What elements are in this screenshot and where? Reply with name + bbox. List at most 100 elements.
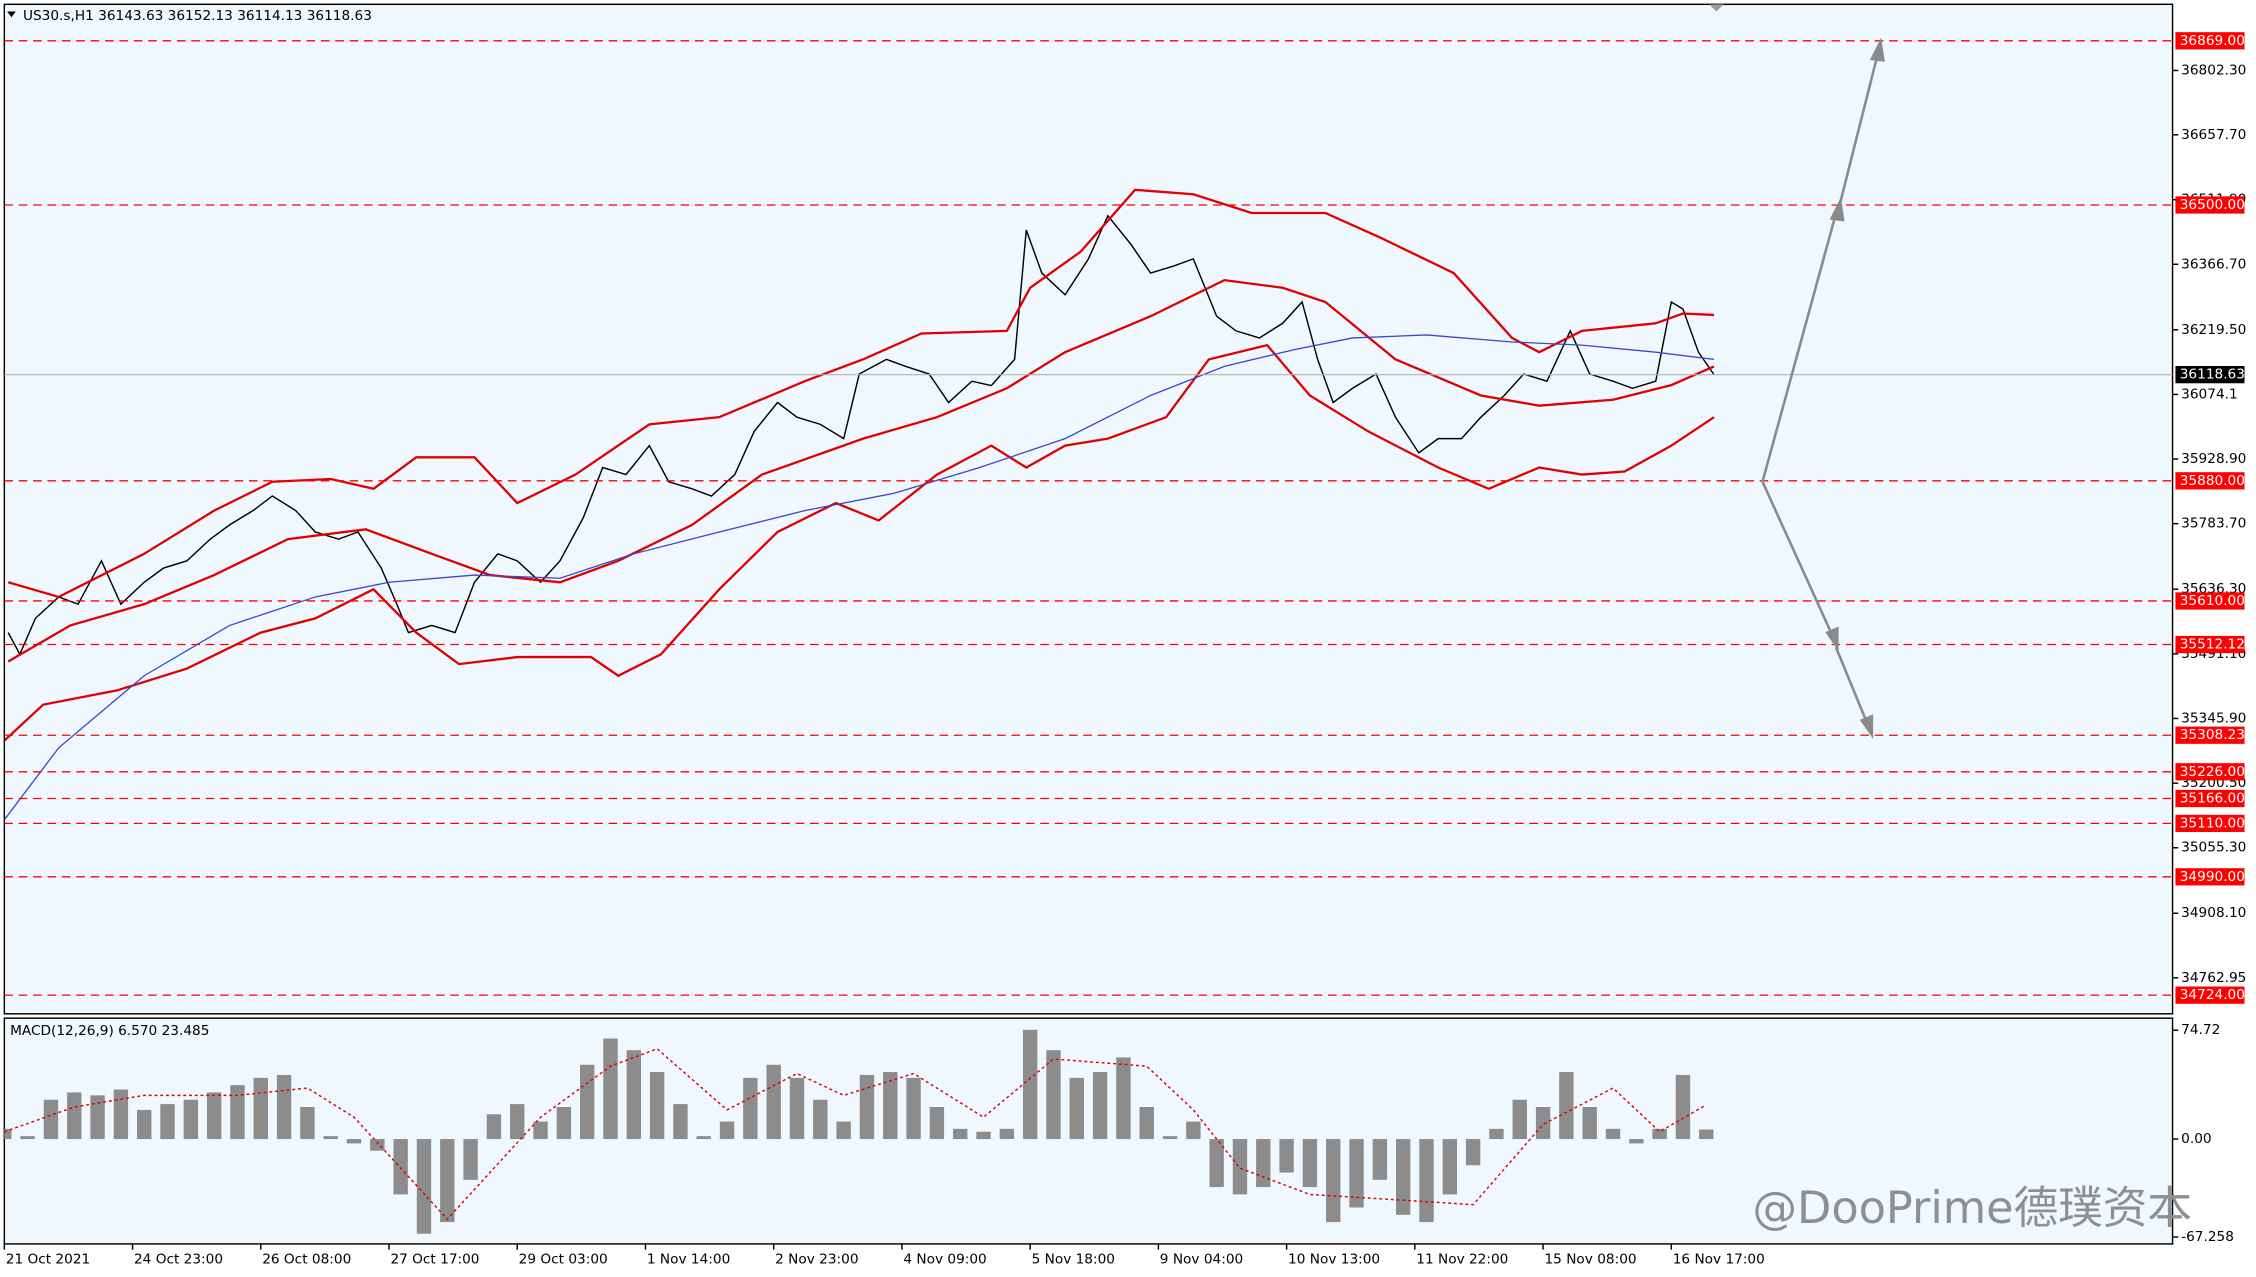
arrow-head bbox=[1859, 714, 1874, 739]
y-tick-label: 36219.50 bbox=[2181, 322, 2246, 338]
histogram-bar bbox=[1092, 1072, 1108, 1140]
y-tick-label: 35783.70 bbox=[2181, 516, 2246, 532]
level-label-box bbox=[2175, 726, 2245, 744]
plot-area bbox=[4, 188, 1715, 821]
y-tick-label: 36074.1 bbox=[2181, 386, 2237, 402]
histogram-bar bbox=[1675, 1074, 1691, 1140]
macd-panel bbox=[3, 1017, 2174, 1245]
histogram-bar bbox=[696, 1136, 711, 1140]
projection-arrows bbox=[1761, 37, 1885, 739]
y-tick-label: 35055.30 bbox=[2181, 840, 2246, 856]
histogram-bar bbox=[1652, 1128, 1667, 1140]
histogram-bar bbox=[1465, 1139, 1481, 1166]
series-line bbox=[7, 214, 1715, 656]
y-tick-label: 36366.70 bbox=[2181, 256, 2246, 272]
x-tick-label: 15 Nov 08:00 bbox=[1545, 1252, 1637, 1268]
series-line bbox=[4, 334, 1715, 821]
price-panel bbox=[3, 3, 2174, 1015]
series-line bbox=[4, 343, 1715, 742]
histogram-bar bbox=[486, 1114, 502, 1140]
y-tick-label: 35928.90 bbox=[2181, 451, 2246, 467]
histogram-bar bbox=[1442, 1139, 1457, 1195]
level-label: 35610.00 bbox=[2180, 593, 2245, 609]
plot-area bbox=[4, 1029, 1714, 1234]
level-label-box bbox=[2175, 196, 2245, 214]
level-label-box bbox=[2175, 472, 2245, 490]
histogram-bar bbox=[719, 1121, 735, 1140]
histogram-bar bbox=[1512, 1099, 1527, 1140]
symbol-header: US30.s,H1 36143.63 36152.13 36114.13 361… bbox=[23, 8, 372, 24]
x-tick-label: 5 Nov 18:00 bbox=[1032, 1252, 1115, 1268]
histogram-bar bbox=[323, 1136, 338, 1140]
histogram-bar bbox=[346, 1139, 362, 1144]
level-label: 35110.00 bbox=[2180, 815, 2245, 831]
histogram-bar bbox=[1256, 1139, 1271, 1188]
histogram-bar bbox=[789, 1077, 805, 1140]
x-tick-label: 24 Oct 23:00 bbox=[134, 1252, 223, 1268]
level-label: 36500.00 bbox=[2180, 197, 2245, 213]
histogram-bar bbox=[393, 1139, 408, 1195]
histogram-bar bbox=[929, 1107, 945, 1140]
histogram-bar bbox=[160, 1104, 175, 1140]
histogram-bar bbox=[90, 1095, 105, 1140]
level-label: 35308.23 bbox=[2180, 727, 2245, 743]
arrow-down-2 bbox=[1834, 646, 1871, 729]
histogram-bar bbox=[1022, 1029, 1038, 1140]
histogram-bar bbox=[510, 1104, 525, 1140]
y-tick-label: 36802.30 bbox=[2181, 62, 2246, 78]
histogram-bar bbox=[1349, 1139, 1364, 1208]
shift-marker bbox=[1709, 4, 1724, 12]
histogram-bar bbox=[1186, 1121, 1201, 1140]
level-label: 34724.00 bbox=[2180, 987, 2245, 1003]
histogram-bar bbox=[230, 1085, 245, 1140]
x-tick-label: 10 Nov 13:00 bbox=[1288, 1252, 1380, 1268]
histogram-bar bbox=[859, 1074, 875, 1140]
x-tick-label: 9 Nov 04:00 bbox=[1160, 1252, 1243, 1268]
histogram-bar bbox=[743, 1077, 758, 1140]
last-price-label: 36118.63 bbox=[2180, 367, 2245, 383]
y-tick-label: 34908.10 bbox=[2181, 905, 2246, 921]
level-label: 35512.12 bbox=[2180, 637, 2245, 653]
level-label-box bbox=[2175, 32, 2245, 50]
histogram-bar bbox=[370, 1139, 385, 1151]
histogram-bar bbox=[440, 1139, 455, 1223]
x-tick-label: 11 Nov 22:00 bbox=[1416, 1252, 1508, 1268]
histogram-bar bbox=[1209, 1139, 1224, 1188]
level-label: 34990.00 bbox=[2180, 869, 2245, 885]
histogram-bar bbox=[416, 1139, 432, 1234]
histogram-bar bbox=[183, 1099, 199, 1140]
x-tick-label: 26 Oct 08:00 bbox=[262, 1252, 351, 1268]
histogram-bar bbox=[649, 1072, 665, 1140]
histogram-bar bbox=[276, 1074, 292, 1140]
histogram-bar bbox=[1326, 1139, 1341, 1223]
histogram-bar bbox=[137, 1109, 152, 1140]
y-tick-label: 0.00 bbox=[2181, 1131, 2211, 1147]
histogram-bar bbox=[1046, 1050, 1061, 1140]
arrow-up-1 bbox=[1761, 208, 1839, 483]
plot-layer: 36802.3036657.7036511.9036366.7036219.50… bbox=[3, 32, 2246, 1268]
level-label-box bbox=[2175, 635, 2245, 654]
level-label-box bbox=[2175, 763, 2245, 781]
histogram-bar bbox=[463, 1139, 478, 1180]
level-label-box bbox=[2175, 789, 2245, 808]
histogram-bar bbox=[1489, 1128, 1504, 1140]
x-tick-label: 29 Oct 03:00 bbox=[519, 1252, 608, 1268]
histogram-bar bbox=[579, 1064, 595, 1140]
y-tick-label: 36657.70 bbox=[2181, 127, 2246, 143]
histogram-bar bbox=[1395, 1139, 1411, 1215]
watermark: @DooPrime德璞资本 bbox=[1752, 1182, 2192, 1234]
histogram-bar bbox=[206, 1092, 222, 1140]
level-label-box bbox=[2175, 986, 2245, 1004]
x-tick-label: 21 Oct 2021 bbox=[6, 1252, 90, 1268]
level-label: 35226.00 bbox=[2180, 764, 2245, 780]
x-tick-label: 4 Nov 09:00 bbox=[903, 1252, 986, 1268]
histogram-bar bbox=[999, 1128, 1015, 1140]
histogram-bar bbox=[673, 1104, 688, 1140]
histogram-bar bbox=[1699, 1129, 1714, 1140]
y-tick-label: 74.72 bbox=[2181, 1022, 2220, 1038]
level-label-box bbox=[2175, 592, 2245, 610]
histogram-bar bbox=[1302, 1139, 1318, 1188]
histogram-bar bbox=[906, 1077, 921, 1140]
